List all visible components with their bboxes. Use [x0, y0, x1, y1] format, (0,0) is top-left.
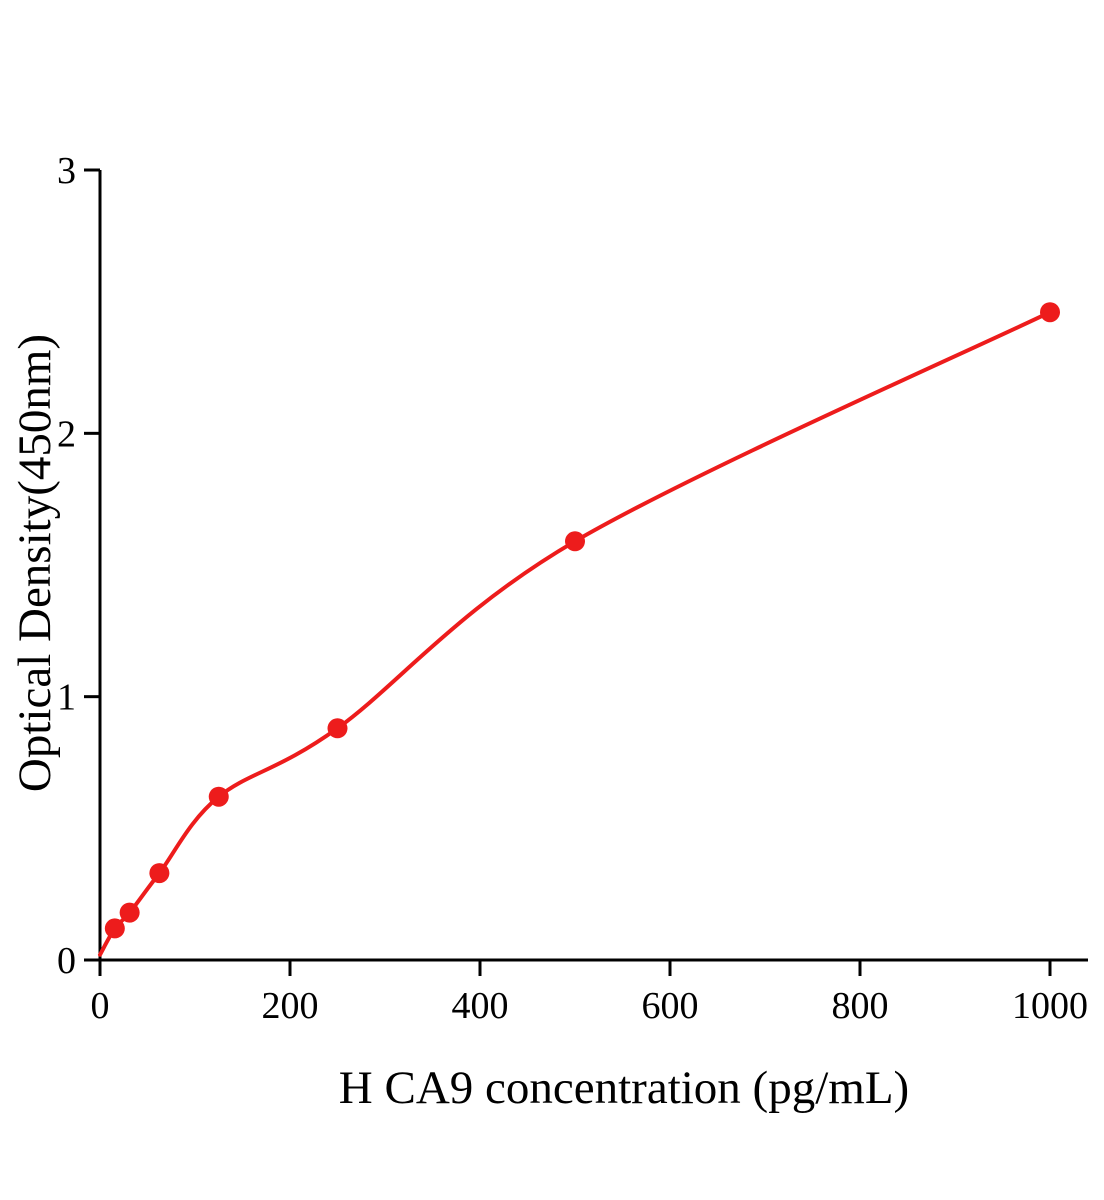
data-point: [208, 786, 229, 807]
fit-curve: [98, 310, 1052, 957]
data-point: [565, 531, 585, 552]
x-tick-label: 400: [452, 985, 509, 1027]
data-point: [104, 918, 125, 939]
x-tick-label: 600: [642, 985, 699, 1027]
y-tick-label: 1: [57, 677, 76, 719]
y-tick-label: 2: [57, 413, 76, 455]
x-axis-label: H CA9 concentration (pg/mL): [338, 1062, 910, 1114]
data-point: [149, 863, 170, 884]
data-point: [327, 718, 348, 739]
y-axis-label: Optical Density(450nm): [9, 333, 61, 793]
y-tick-label: 0: [57, 940, 76, 982]
y-tick-label: 3: [57, 150, 76, 192]
x-tick-label: 200: [262, 985, 319, 1027]
data-point: [119, 902, 140, 923]
x-tick-label: 800: [832, 985, 889, 1027]
x-tick-label: 0: [91, 985, 110, 1027]
x-tick-label: 1000: [1012, 985, 1088, 1027]
data-point: [1040, 302, 1060, 323]
